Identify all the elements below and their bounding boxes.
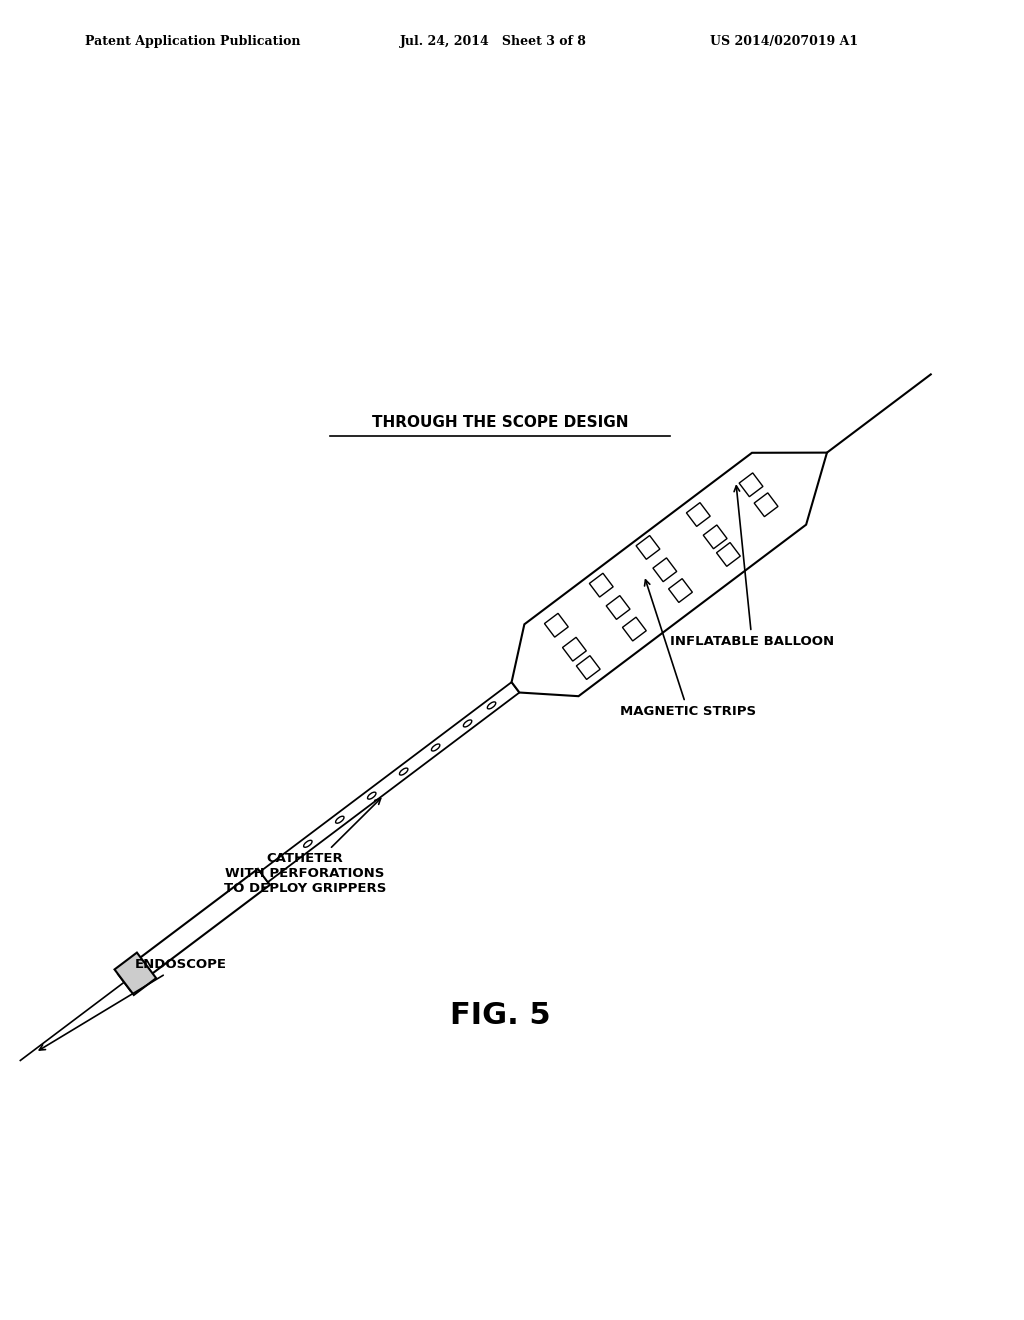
Ellipse shape: [431, 744, 440, 751]
Text: THROUGH THE SCOPE DESIGN: THROUGH THE SCOPE DESIGN: [372, 414, 629, 430]
Polygon shape: [717, 543, 740, 566]
Polygon shape: [669, 578, 692, 602]
Polygon shape: [755, 492, 778, 516]
Polygon shape: [260, 682, 519, 882]
Text: MAGNETIC STRIPS: MAGNETIC STRIPS: [620, 579, 756, 718]
Polygon shape: [118, 869, 270, 990]
Ellipse shape: [487, 702, 496, 709]
Polygon shape: [115, 953, 156, 995]
Polygon shape: [577, 656, 600, 680]
Text: US 2014/0207019 A1: US 2014/0207019 A1: [710, 36, 858, 48]
Polygon shape: [636, 536, 659, 560]
Ellipse shape: [368, 792, 376, 799]
Polygon shape: [739, 473, 763, 496]
Text: Jul. 24, 2014   Sheet 3 of 8: Jul. 24, 2014 Sheet 3 of 8: [400, 36, 587, 48]
Polygon shape: [590, 573, 613, 597]
Polygon shape: [606, 595, 630, 619]
Ellipse shape: [399, 768, 408, 775]
Polygon shape: [562, 638, 587, 661]
Ellipse shape: [464, 719, 472, 727]
Text: INFLATABLE BALLOON: INFLATABLE BALLOON: [670, 486, 835, 648]
Text: FIG. 5: FIG. 5: [450, 1001, 550, 1030]
Polygon shape: [703, 525, 727, 549]
Polygon shape: [623, 618, 646, 642]
Text: CATHETER
WITH PERFORATIONS
TO DEPLOY GRIPPERS: CATHETER WITH PERFORATIONS TO DEPLOY GRI…: [224, 799, 386, 895]
Text: Patent Application Publication: Patent Application Publication: [85, 36, 300, 48]
Polygon shape: [653, 558, 677, 582]
Ellipse shape: [304, 841, 312, 847]
Polygon shape: [512, 453, 827, 696]
Ellipse shape: [336, 816, 344, 824]
Polygon shape: [686, 503, 711, 527]
Text: ENDOSCOPE: ENDOSCOPE: [39, 958, 227, 1049]
Polygon shape: [545, 614, 568, 638]
